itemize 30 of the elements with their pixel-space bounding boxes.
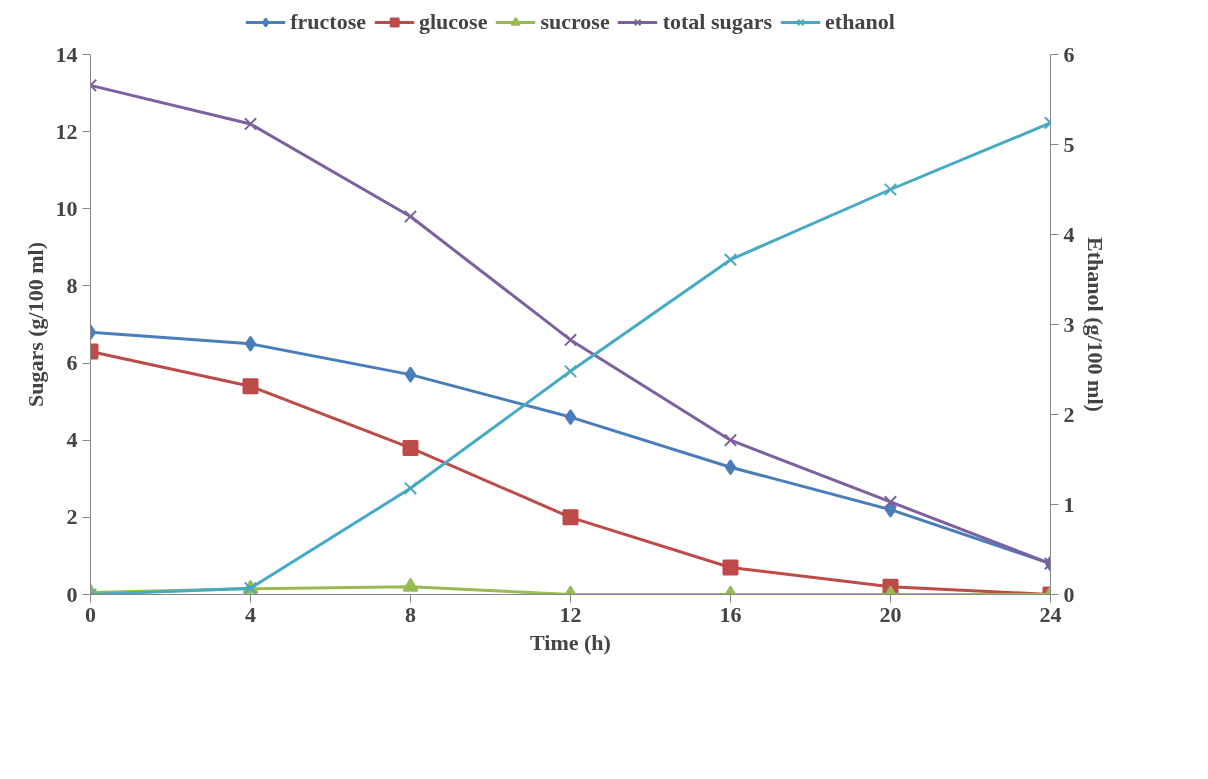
x-tick-label: 0 — [85, 601, 96, 627]
y2-tick-label: 1 — [1063, 491, 1075, 517]
y-tick-label: 14 — [55, 41, 78, 67]
x-tick-label: 4 — [245, 601, 256, 627]
x-tick-label: 12 — [559, 601, 582, 627]
legend-label: ethanol — [825, 9, 895, 35]
x-tick-label: 20 — [879, 601, 902, 627]
y2-tick-label: 2 — [1063, 401, 1075, 427]
y-tick-label: 12 — [55, 118, 78, 144]
legend-label: fructose — [290, 9, 366, 35]
legend-label: glucose — [418, 9, 488, 35]
y-tick-label: 0 — [66, 581, 78, 607]
y-tick-label: 8 — [66, 272, 78, 298]
x-tick-label: 16 — [719, 601, 742, 627]
y2-tick-label: 3 — [1063, 311, 1075, 337]
y-tick-label: 2 — [66, 504, 78, 530]
x-tick-label: 24 — [1039, 601, 1062, 627]
y2-tick-label: 5 — [1063, 131, 1075, 157]
x-tick-label: 8 — [405, 601, 416, 627]
y2-axis-title: Ethanol (g/100 ml) — [1082, 237, 1108, 412]
y-tick-label: 6 — [66, 350, 78, 376]
y-axis-title: Sugars (g/100 ml) — [22, 242, 48, 407]
y-tick-label: 10 — [55, 195, 78, 221]
legend-label: sucrose — [540, 9, 610, 35]
y2-tick-label: 0 — [1063, 581, 1075, 607]
x-axis-title: Time (h) — [530, 629, 611, 655]
y2-tick-label: 4 — [1063, 221, 1075, 247]
y-tick-label: 4 — [66, 427, 78, 453]
y2-tick-label: 6 — [1063, 41, 1075, 67]
legend-label: total sugars — [662, 9, 773, 35]
